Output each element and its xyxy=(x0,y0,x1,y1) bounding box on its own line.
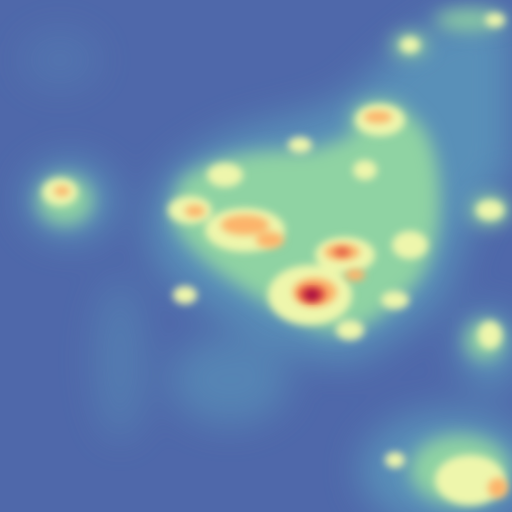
high-density-layer xyxy=(54,111,508,498)
peak-density-layer xyxy=(305,290,319,300)
